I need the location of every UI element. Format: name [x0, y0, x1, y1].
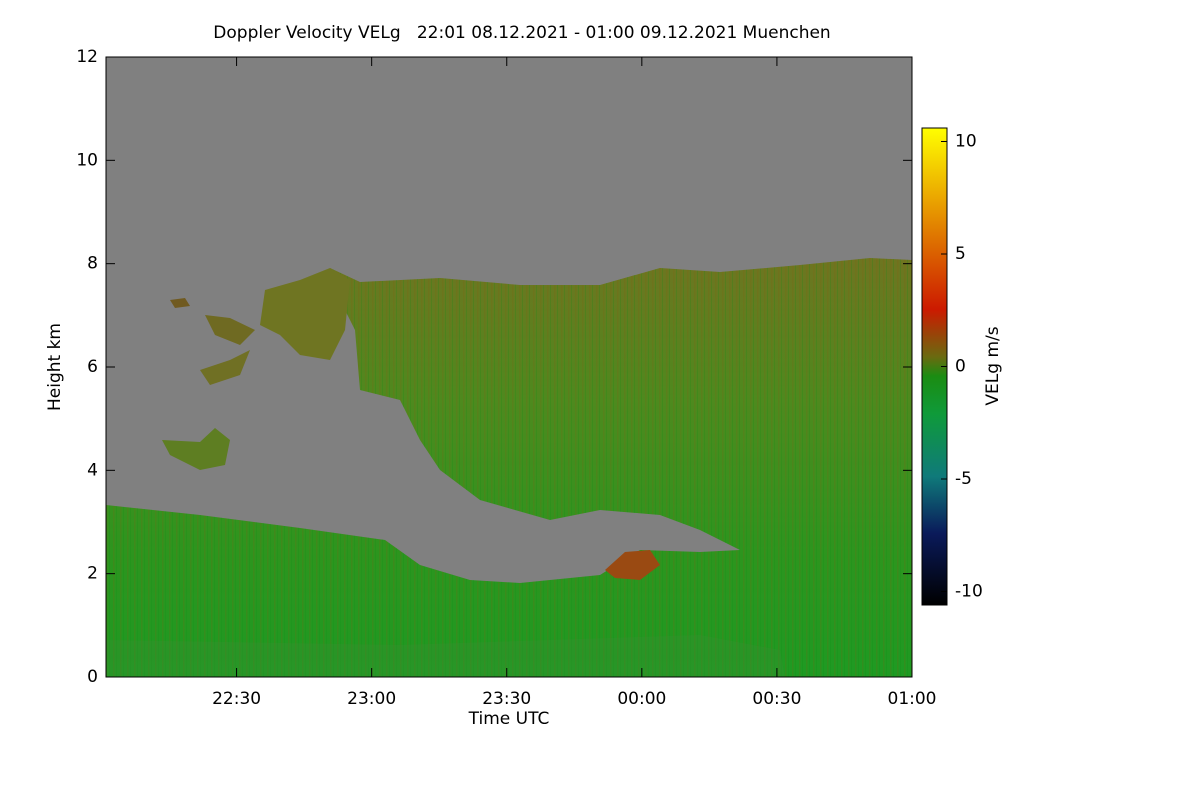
echo-patch [162, 428, 230, 470]
chart-title: Doppler Velocity VELg 22:01 08.12.2021 -… [213, 23, 830, 43]
colorbar-tick-label: 5 [955, 244, 966, 264]
colorbar-tick-label: -10 [955, 582, 983, 602]
x-tick-label: 22:30 [212, 689, 261, 709]
colorbar-tick-label: 10 [955, 132, 977, 152]
y-tick-label: 2 [87, 564, 98, 584]
colorbar-label: VELg m/s [983, 326, 1003, 405]
echo-patch [260, 268, 350, 360]
y-tick-label: 6 [87, 357, 98, 377]
colorbar-tick-label: 0 [955, 357, 966, 377]
echo-patch [605, 550, 660, 580]
x-tick-label: 00:00 [617, 689, 666, 709]
echo-patch [106, 635, 785, 677]
x-axis-label: Time UTC [468, 709, 550, 729]
y-tick-label: 10 [76, 150, 98, 170]
x-tick-label: 01:00 [888, 689, 937, 709]
x-tick-label: 23:00 [347, 689, 396, 709]
colorbar-tick-label: -5 [955, 469, 972, 489]
plot-area [105, 56, 913, 678]
y-tick-label: 4 [87, 460, 98, 480]
echo-texture [106, 258, 912, 677]
y-tick-label: 12 [76, 47, 98, 67]
echo-patch [205, 315, 255, 345]
x-tick-label: 00:30 [752, 689, 801, 709]
x-tick-label: 23:30 [482, 689, 531, 709]
echo-patch [170, 298, 190, 308]
echo-patch [200, 350, 250, 385]
y-tick-label: 8 [87, 254, 98, 274]
y-axis-label: Height km [45, 323, 65, 411]
y-tick-label: 0 [87, 667, 98, 687]
